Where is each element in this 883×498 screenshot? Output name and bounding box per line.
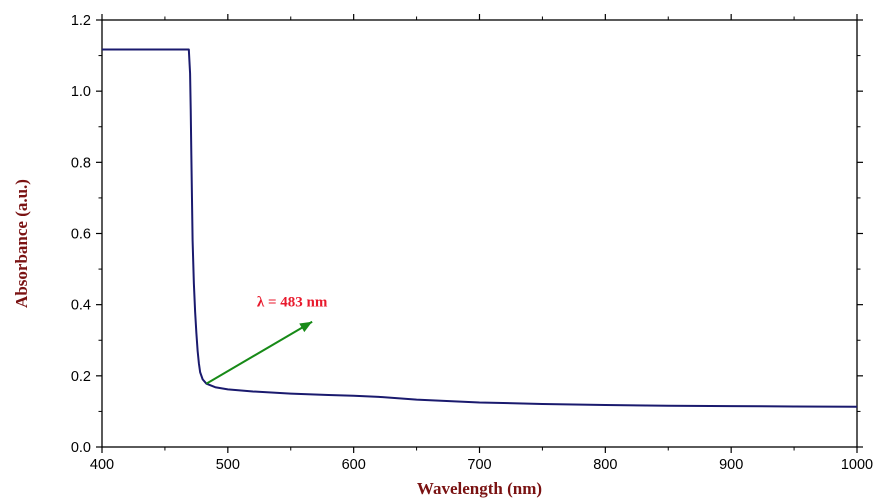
x-tick-label: 500 — [216, 457, 240, 473]
x-tick-label: 900 — [719, 457, 743, 473]
annotation-arrow-head — [299, 321, 313, 333]
x-tick-label: 400 — [90, 457, 114, 473]
x-tick-label: 800 — [593, 457, 617, 473]
y-tick-label: 0.0 — [71, 440, 91, 456]
plot-frame — [101, 19, 858, 448]
y-tick-label: 0.4 — [71, 298, 91, 314]
y-axis-title: Absorbance (a.u.) — [12, 179, 31, 308]
x-tick-label: 1000 — [841, 457, 873, 473]
y-tick-label: 0.6 — [71, 227, 91, 243]
y-tick-label: 1.0 — [71, 84, 91, 100]
x-axis-title: Wavelength (nm) — [417, 479, 542, 498]
y-tick-label: 0.2 — [71, 369, 91, 385]
x-tick-label: 700 — [467, 457, 491, 473]
absorbance-curve — [102, 48, 858, 408]
x-tick-label: 600 — [342, 457, 366, 473]
annotation-label: λ = 483 nm — [257, 295, 328, 311]
y-tick-label: 0.8 — [71, 155, 91, 171]
annotation-arrow-line — [205, 320, 313, 385]
y-tick-label: 1.2 — [71, 13, 91, 29]
